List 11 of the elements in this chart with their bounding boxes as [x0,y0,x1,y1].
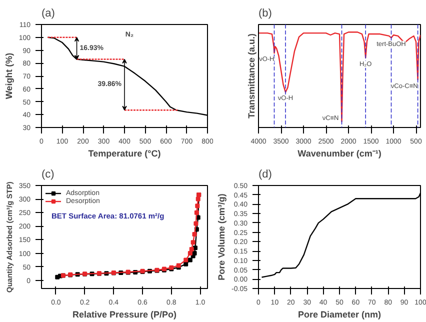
chart-title: (c) [42,168,54,180]
chart-title: (d) [258,168,272,180]
x-axis-title: Wavenumber (cm⁻¹) [298,148,382,158]
chart-title: (a) [42,8,55,20]
x-axis-title: Pore Diameter (nm) [298,310,382,320]
chart-title: (b) [258,8,272,20]
x-axis-title: Temperature (°C) [88,148,161,158]
y-axis-title: Pore Volume (cm³/g) [216,194,227,280]
y-axis-title: Weight (%) [4,52,14,100]
y-axis-title: Transmittance (a.u.) [246,33,256,119]
x-axis-title: Relative Pressure (P/Po) [72,310,177,320]
